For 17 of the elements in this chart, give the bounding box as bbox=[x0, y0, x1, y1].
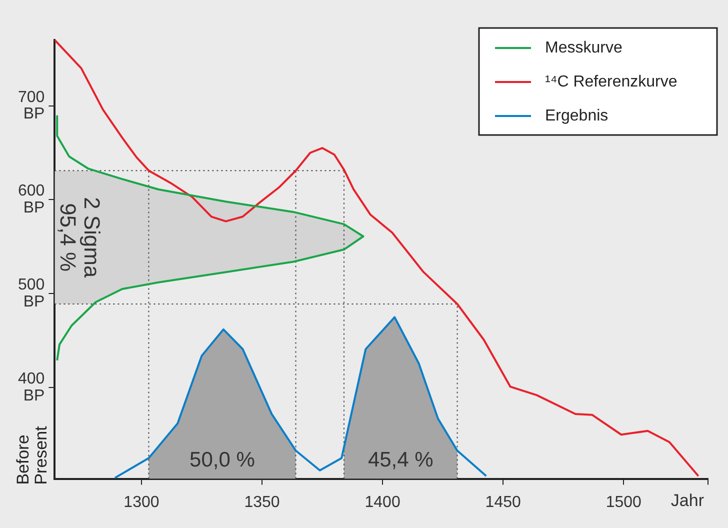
x-axis-title: Jahr bbox=[670, 490, 704, 510]
x-tick-label: 1500 bbox=[606, 494, 642, 511]
x-tick-label: 1350 bbox=[244, 494, 280, 511]
y-tick-label: 500 BP bbox=[18, 276, 45, 310]
legend-label: Messkurve bbox=[545, 39, 622, 56]
y-tick-label: 400 BP bbox=[18, 370, 45, 404]
y-tick-label: 600 BP bbox=[18, 182, 45, 217]
band-label: 2 Sigma 95,4 % bbox=[56, 196, 105, 278]
x-tick-label: 1450 bbox=[485, 494, 521, 511]
y-axis-title: Before Present bbox=[14, 426, 51, 485]
band-label: 50,0 % bbox=[190, 448, 255, 472]
y-tick-label: 700 BP bbox=[18, 88, 45, 123]
legend-label: ¹⁴C Referenzkurve bbox=[545, 73, 678, 90]
x-tick-label: 1400 bbox=[364, 494, 400, 511]
band-label: 45,4 % bbox=[368, 448, 434, 472]
legend-label: Ergebnis bbox=[545, 107, 608, 124]
x-tick-label: 1300 bbox=[124, 494, 160, 511]
